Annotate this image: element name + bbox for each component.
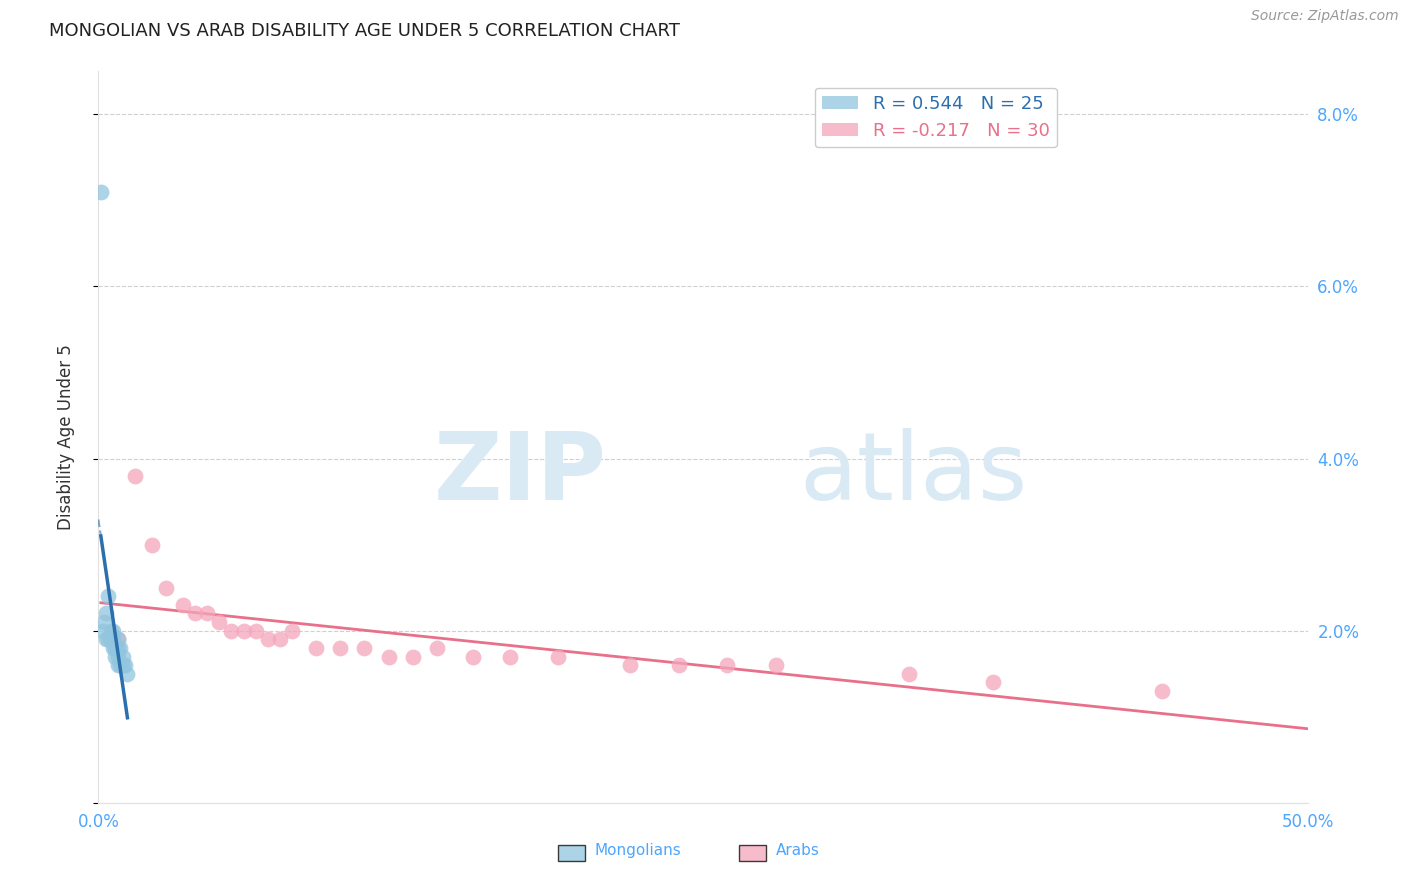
- Point: [97, 632, 120, 647]
- Point: [90, 185, 112, 199]
- Point: [111, 658, 134, 673]
- Point: [305, 640, 328, 655]
- Point: [104, 640, 127, 655]
- Text: Mongolians: Mongolians: [595, 843, 681, 858]
- Point: [104, 649, 127, 664]
- Point: [208, 615, 231, 629]
- FancyBboxPatch shape: [558, 846, 585, 862]
- Point: [124, 468, 146, 483]
- Legend: R = 0.544   N = 25, R = -0.217   N = 30: R = 0.544 N = 25, R = -0.217 N = 30: [815, 87, 1057, 147]
- Point: [329, 640, 352, 655]
- Point: [107, 640, 129, 655]
- Point: [117, 666, 139, 681]
- Point: [91, 624, 114, 638]
- Point: [897, 666, 920, 681]
- Point: [269, 632, 291, 647]
- Text: ZIP: ZIP: [433, 427, 606, 520]
- Point: [104, 640, 127, 655]
- Point: [668, 658, 690, 673]
- Y-axis label: Disability Age Under 5: Disability Age Under 5: [56, 344, 75, 530]
- Point: [94, 632, 117, 647]
- Point: [100, 632, 122, 647]
- Point: [108, 658, 131, 673]
- Point: [101, 632, 124, 647]
- Point: [107, 649, 129, 664]
- Point: [108, 640, 131, 655]
- Text: Source: ZipAtlas.com: Source: ZipAtlas.com: [1251, 9, 1399, 23]
- Text: Arabs: Arabs: [776, 843, 820, 858]
- Point: [547, 649, 569, 664]
- Point: [256, 632, 278, 647]
- Point: [101, 640, 124, 655]
- FancyBboxPatch shape: [740, 846, 766, 862]
- Text: MONGOLIAN VS ARAB DISABILITY AGE UNDER 5 CORRELATION CHART: MONGOLIAN VS ARAB DISABILITY AGE UNDER 5…: [49, 22, 681, 40]
- Point: [232, 624, 254, 638]
- Point: [221, 624, 243, 638]
- Point: [981, 675, 1004, 690]
- Point: [184, 607, 207, 621]
- Point: [195, 607, 218, 621]
- Text: atlas: atlas: [800, 427, 1028, 520]
- Point: [245, 624, 267, 638]
- Point: [402, 649, 425, 664]
- Point: [101, 624, 124, 638]
- Point: [172, 598, 194, 612]
- Point: [716, 658, 738, 673]
- Point: [1152, 684, 1174, 698]
- Point: [426, 640, 449, 655]
- Point: [107, 632, 129, 647]
- Point: [114, 658, 136, 673]
- Point: [111, 649, 134, 664]
- Point: [107, 658, 129, 673]
- Point: [463, 649, 485, 664]
- Point: [94, 607, 117, 621]
- Point: [498, 649, 520, 664]
- Point: [155, 581, 177, 595]
- Point: [97, 589, 120, 603]
- Point: [281, 624, 304, 638]
- Point: [100, 624, 122, 638]
- Point: [107, 632, 129, 647]
- Point: [377, 649, 399, 664]
- Point: [93, 615, 115, 629]
- Point: [765, 658, 787, 673]
- Point: [353, 640, 375, 655]
- Point: [619, 658, 641, 673]
- Point: [141, 538, 163, 552]
